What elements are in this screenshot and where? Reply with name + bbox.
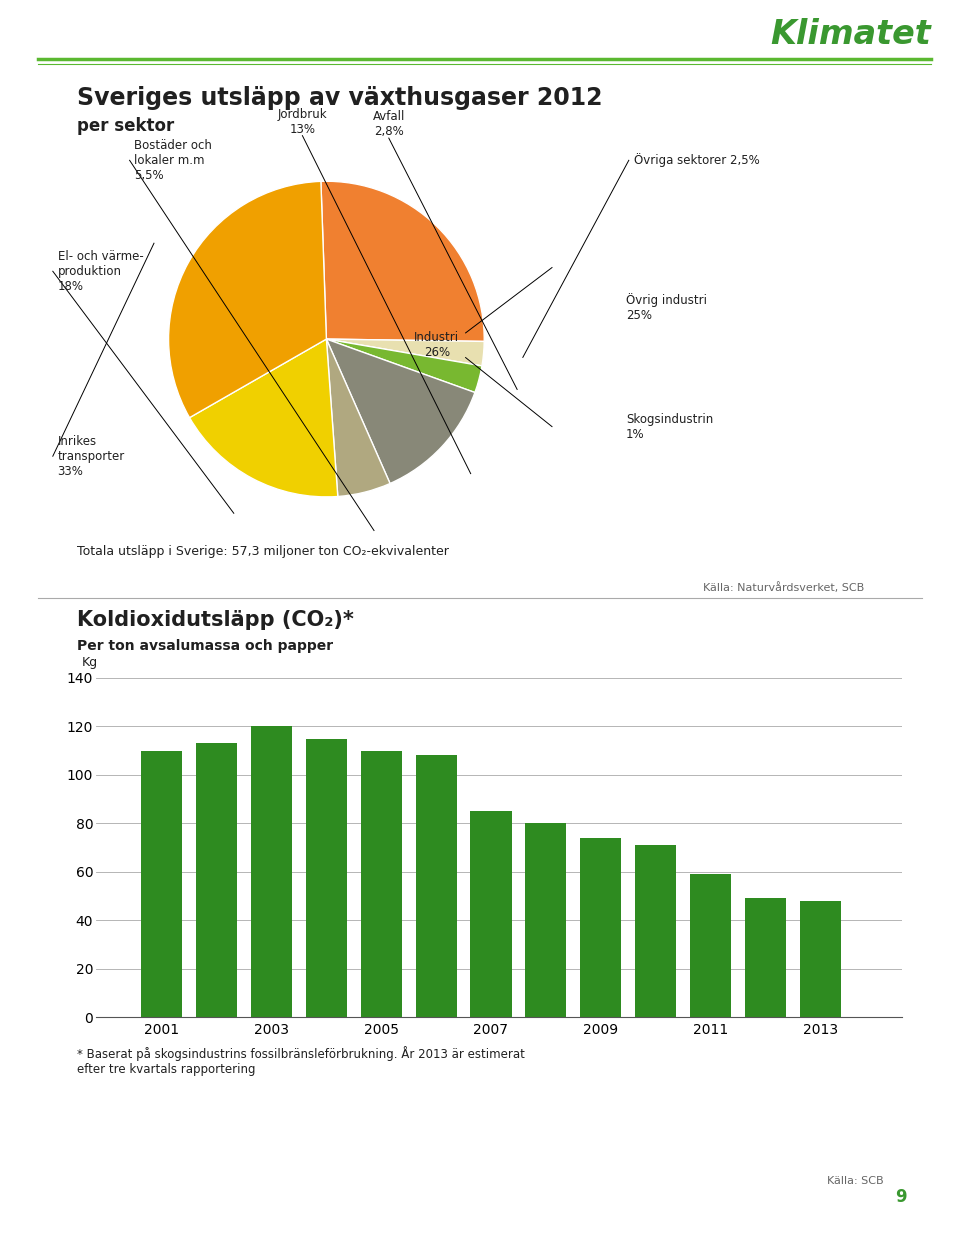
Bar xyxy=(361,751,402,1017)
Text: Industri
26%: Industri 26% xyxy=(414,332,460,359)
Text: Källa: Naturvårdsverket, SCB: Källa: Naturvårdsverket, SCB xyxy=(703,582,864,593)
Text: Bostäder och
lokaler m.m
5,5%: Bostäder och lokaler m.m 5,5% xyxy=(134,139,212,181)
Wedge shape xyxy=(189,339,338,497)
Text: Totala utsläpp i Sverige: 57,3 miljoner ton CO₂-ekvivalenter: Totala utsläpp i Sverige: 57,3 miljoner … xyxy=(77,545,448,559)
Bar xyxy=(690,874,731,1017)
Wedge shape xyxy=(169,181,326,418)
Text: El- och värme-
produktion
18%: El- och värme- produktion 18% xyxy=(58,250,143,292)
Wedge shape xyxy=(326,339,482,392)
Wedge shape xyxy=(326,339,484,366)
Text: Koldioxidutsläpp (CO₂)*: Koldioxidutsläpp (CO₂)* xyxy=(77,610,353,630)
Bar xyxy=(306,739,347,1017)
Text: efter tre kvartals rapportering: efter tre kvartals rapportering xyxy=(77,1063,255,1076)
Text: Sveriges utsläpp av växthusgaser 2012: Sveriges utsläpp av växthusgaser 2012 xyxy=(77,86,602,110)
Bar xyxy=(745,899,786,1017)
Bar xyxy=(525,824,566,1017)
Bar xyxy=(416,756,457,1017)
Bar xyxy=(196,743,237,1017)
Text: Kg: Kg xyxy=(82,656,98,670)
Text: Inrikes
transporter
33%: Inrikes transporter 33% xyxy=(58,435,125,477)
Text: Jordbruk
13%: Jordbruk 13% xyxy=(277,107,327,136)
Text: Övriga sektorer 2,5%: Övriga sektorer 2,5% xyxy=(634,153,759,168)
Bar xyxy=(800,901,841,1017)
Text: Klimatet: Klimatet xyxy=(771,18,931,51)
Text: Skogsindustrin
1%: Skogsindustrin 1% xyxy=(626,413,713,440)
Wedge shape xyxy=(326,339,390,497)
Bar xyxy=(251,726,292,1017)
Bar xyxy=(580,838,621,1017)
Bar xyxy=(635,845,676,1017)
Text: per sektor: per sektor xyxy=(77,117,174,136)
Wedge shape xyxy=(321,181,484,342)
Text: Övrig industri
25%: Övrig industri 25% xyxy=(626,292,707,322)
Text: Avfall
2,8%: Avfall 2,8% xyxy=(372,110,405,138)
Wedge shape xyxy=(326,339,475,483)
Text: Källa: SCB: Källa: SCB xyxy=(827,1176,883,1186)
Bar xyxy=(470,811,512,1017)
Text: 9: 9 xyxy=(896,1187,907,1206)
Bar xyxy=(141,751,182,1017)
Text: * Baserat på skogsindustrins fossilbränsleförbrukning. År 2013 är estimerat: * Baserat på skogsindustrins fossilbräns… xyxy=(77,1046,525,1060)
Text: Per ton avsalumassa och papper: Per ton avsalumassa och papper xyxy=(77,639,333,652)
